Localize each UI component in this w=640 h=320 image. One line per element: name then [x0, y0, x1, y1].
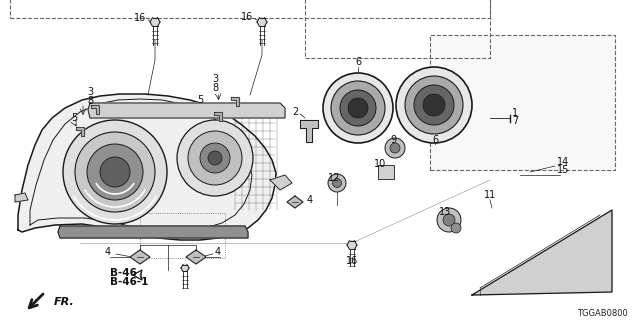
Circle shape [405, 76, 463, 134]
Circle shape [208, 151, 222, 165]
Bar [140, 213, 225, 258]
Text: B-46-1: B-46-1 [110, 277, 148, 287]
Circle shape [451, 223, 461, 233]
Polygon shape [88, 103, 285, 118]
Circle shape [390, 143, 400, 153]
Polygon shape [181, 265, 189, 271]
Circle shape [188, 131, 242, 185]
Text: 14: 14 [557, 157, 569, 167]
Polygon shape [15, 193, 28, 202]
Circle shape [63, 120, 167, 224]
Circle shape [385, 138, 405, 158]
Text: 6: 6 [432, 135, 438, 145]
Text: 16: 16 [241, 12, 253, 22]
Bar [305, 0, 490, 58]
Text: 15: 15 [557, 165, 569, 175]
Text: 1: 1 [512, 108, 518, 118]
Polygon shape [133, 270, 142, 280]
Text: TGGAB0800: TGGAB0800 [577, 308, 628, 317]
Text: 4: 4 [307, 195, 313, 205]
Polygon shape [130, 250, 150, 264]
Circle shape [348, 98, 368, 118]
Polygon shape [472, 210, 612, 295]
Bar [378, 165, 394, 179]
Circle shape [323, 73, 393, 143]
Text: B-46: B-46 [110, 268, 137, 278]
Polygon shape [91, 105, 99, 114]
Polygon shape [300, 120, 318, 142]
Polygon shape [58, 226, 248, 238]
Polygon shape [231, 97, 239, 106]
Polygon shape [76, 127, 84, 136]
Circle shape [331, 81, 385, 135]
Polygon shape [287, 196, 303, 208]
Text: 8: 8 [212, 83, 218, 93]
Circle shape [333, 179, 342, 188]
Polygon shape [186, 250, 206, 264]
Text: 16: 16 [346, 256, 358, 266]
Polygon shape [270, 175, 292, 190]
Text: 11: 11 [484, 190, 496, 200]
Text: 3: 3 [87, 87, 93, 97]
Text: FR.: FR. [54, 297, 75, 307]
Circle shape [328, 174, 346, 192]
Circle shape [414, 85, 454, 125]
Circle shape [87, 144, 143, 200]
Circle shape [340, 90, 376, 126]
Circle shape [396, 67, 472, 143]
Text: 5: 5 [71, 113, 77, 123]
Text: 16: 16 [134, 13, 146, 23]
Circle shape [100, 157, 130, 187]
Bar [430, 35, 615, 170]
Text: 9: 9 [390, 135, 396, 145]
Bar [10, 0, 490, 18]
Text: 5: 5 [197, 95, 203, 105]
Text: 8: 8 [87, 96, 93, 106]
Polygon shape [18, 94, 276, 240]
Text: 10: 10 [374, 159, 386, 169]
Text: 4: 4 [215, 247, 221, 257]
Text: 13: 13 [439, 207, 451, 217]
Polygon shape [257, 18, 267, 26]
Text: 12: 12 [328, 173, 340, 183]
Text: 7: 7 [512, 116, 518, 126]
Circle shape [200, 143, 230, 173]
Text: 6: 6 [355, 57, 361, 67]
Circle shape [177, 120, 253, 196]
Polygon shape [150, 18, 160, 26]
Polygon shape [347, 241, 357, 249]
Text: 3: 3 [212, 74, 218, 84]
Text: 2: 2 [292, 107, 298, 117]
Circle shape [423, 94, 445, 116]
Polygon shape [214, 112, 222, 121]
Text: 4: 4 [105, 247, 111, 257]
Circle shape [75, 132, 155, 212]
Circle shape [443, 214, 455, 226]
Circle shape [437, 208, 461, 232]
